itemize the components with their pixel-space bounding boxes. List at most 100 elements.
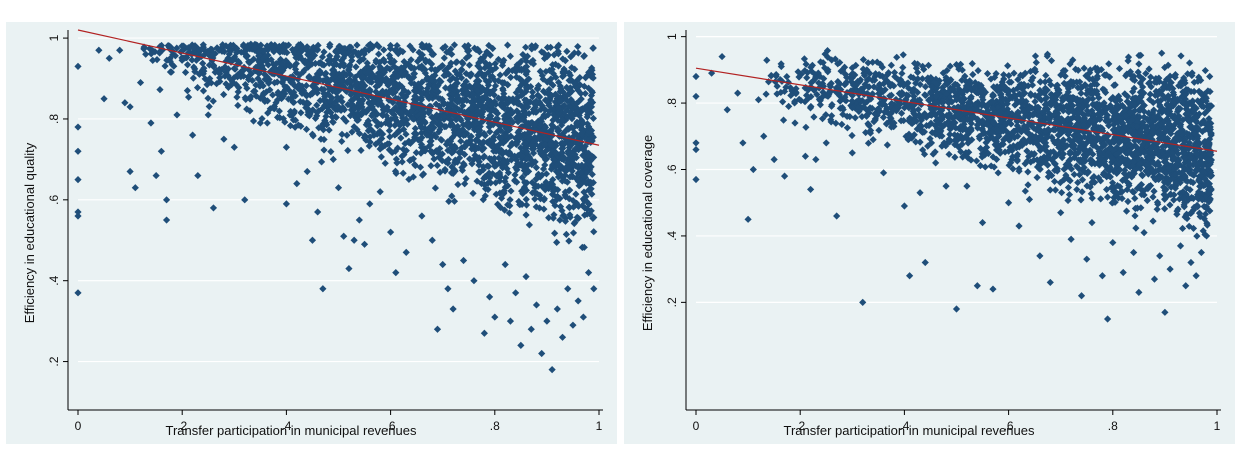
- data-point: [1201, 125, 1210, 133]
- data-point: [1007, 78, 1015, 86]
- data-point: [142, 50, 150, 58]
- data-point: [968, 60, 976, 68]
- data-point: [140, 43, 148, 51]
- data-point: [448, 192, 456, 200]
- data-point: [1149, 217, 1157, 225]
- data-point: [262, 57, 271, 66]
- data-point: [1205, 115, 1213, 123]
- data-point: [485, 78, 493, 86]
- data-point: [1174, 107, 1182, 115]
- data-point: [348, 128, 356, 136]
- data-point: [549, 197, 557, 206]
- data-point: [491, 76, 499, 84]
- data-point: [503, 165, 511, 173]
- data-point: [574, 202, 583, 210]
- data-point: [585, 123, 593, 131]
- data-point: [74, 212, 82, 220]
- data-point: [1165, 120, 1173, 128]
- data-point: [1112, 188, 1120, 196]
- data-point: [339, 61, 347, 70]
- data-point: [1044, 152, 1052, 160]
- data-point: [326, 52, 334, 60]
- data-point: [569, 196, 577, 205]
- data-point: [1058, 154, 1066, 162]
- data-point: [995, 132, 1003, 140]
- data-point: [579, 313, 587, 321]
- data-point: [1044, 161, 1052, 169]
- data-point: [522, 195, 530, 203]
- data-point: [433, 148, 441, 156]
- data-point: [1186, 209, 1195, 218]
- data-point: [385, 51, 394, 59]
- data-point: [428, 73, 436, 81]
- data-point: [550, 211, 558, 219]
- data-point: [849, 69, 857, 78]
- data-point: [1000, 101, 1008, 109]
- data-point: [394, 144, 402, 152]
- data-point: [1056, 178, 1064, 187]
- data-point: [193, 84, 202, 92]
- data-point: [465, 47, 473, 55]
- data-point: [566, 186, 574, 194]
- data-point: [242, 95, 250, 103]
- data-point: [1042, 147, 1050, 155]
- data-point: [1128, 187, 1137, 196]
- data-point: [408, 74, 416, 83]
- data-point: [275, 107, 283, 115]
- data-point: [241, 47, 250, 55]
- data-point: [269, 65, 277, 73]
- data-point: [549, 70, 557, 78]
- data-point: [492, 190, 500, 198]
- data-point: [222, 42, 230, 50]
- data-point: [500, 112, 509, 120]
- data-point: [911, 59, 919, 67]
- data-point: [517, 341, 525, 349]
- data-point: [1183, 214, 1191, 223]
- data-point: [326, 40, 334, 49]
- data-point: [506, 196, 514, 204]
- data-point: [554, 186, 562, 194]
- data-point: [407, 79, 415, 87]
- data-point: [1152, 175, 1160, 183]
- data-point: [343, 131, 351, 139]
- data-point: [409, 46, 417, 54]
- data-point: [394, 65, 402, 73]
- data-point: [446, 76, 454, 84]
- data-point: [1123, 97, 1131, 106]
- data-point: [958, 66, 966, 74]
- data-point: [915, 98, 923, 107]
- data-point: [425, 94, 433, 103]
- data-point: [521, 96, 529, 104]
- data-point: [515, 197, 523, 206]
- data-point: [325, 126, 333, 134]
- data-point: [1158, 49, 1166, 57]
- data-point: [391, 147, 399, 155]
- data-point: [1060, 79, 1068, 87]
- data-point: [983, 143, 991, 151]
- data-point: [566, 211, 574, 219]
- data-point: [296, 97, 304, 106]
- data-point: [779, 116, 788, 124]
- data-point: [465, 82, 474, 90]
- data-point: [1199, 167, 1207, 175]
- data-point: [400, 86, 408, 94]
- data-point: [588, 70, 597, 78]
- data-point: [170, 62, 178, 70]
- data-point: [971, 104, 979, 112]
- data-point: [555, 109, 563, 118]
- data-point: [530, 120, 539, 129]
- data-point: [1017, 91, 1025, 99]
- data-point: [514, 93, 522, 101]
- data-point: [958, 140, 966, 148]
- data-point: [273, 67, 282, 76]
- data-point: [378, 77, 386, 85]
- data-point: [466, 72, 474, 80]
- data-point: [1173, 210, 1181, 218]
- data-point: [336, 62, 344, 70]
- data-point: [1103, 105, 1111, 113]
- data-point: [548, 121, 556, 129]
- data-point: [317, 135, 325, 143]
- data-point: [513, 61, 521, 69]
- data-point: [451, 125, 459, 133]
- data-point: [450, 197, 459, 205]
